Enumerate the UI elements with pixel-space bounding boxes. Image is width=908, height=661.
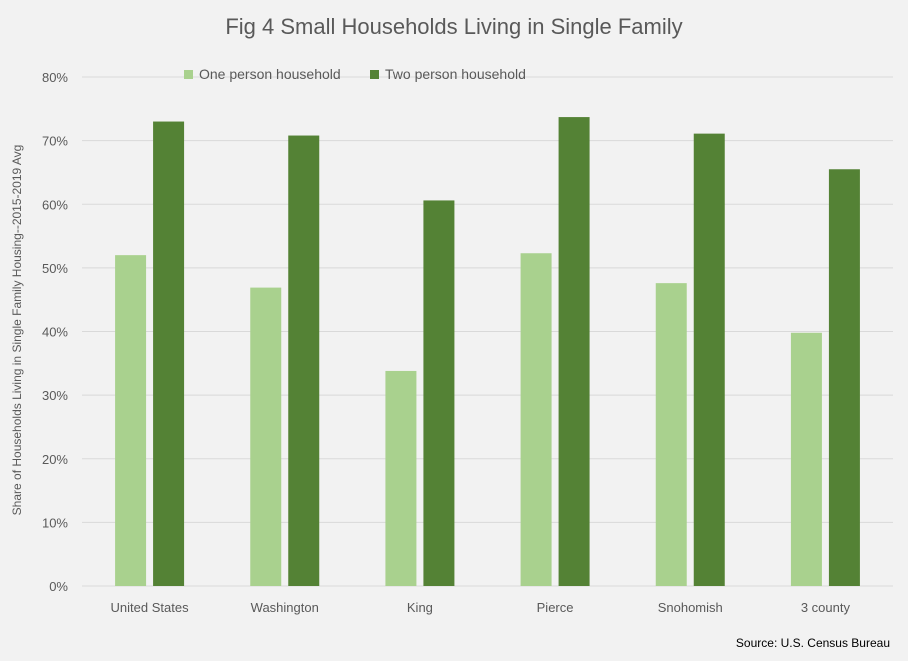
bar-one-person-household: [520, 253, 552, 586]
bar-two-person-household: [558, 117, 590, 587]
bar-one-person-household: [655, 283, 687, 586]
bar-two-person-household: [828, 169, 860, 586]
y-tick-label: 10%: [42, 515, 68, 530]
gridlines: [82, 76, 893, 587]
x-tick-label: Washington: [251, 600, 319, 615]
bar-two-person-household: [288, 135, 320, 586]
legend-label: Two person household: [385, 66, 526, 82]
y-tick-label: 30%: [42, 388, 68, 403]
y-tick-label: 60%: [42, 197, 68, 212]
source-note: Source: U.S. Census Bureau: [736, 636, 890, 650]
bar-series: [115, 117, 860, 587]
bar-one-person-household: [385, 370, 417, 586]
bar-one-person-household: [250, 287, 282, 586]
x-tick-label: King: [407, 600, 433, 615]
x-tick-label: Pierce: [537, 600, 574, 615]
bar-two-person-household: [423, 200, 455, 586]
bar-one-person-household: [115, 255, 147, 586]
y-tick-label: 70%: [42, 134, 68, 149]
legend-swatch: [184, 70, 193, 79]
y-tick-label: 80%: [42, 70, 68, 85]
bar-one-person-household: [790, 332, 822, 586]
legend-label: One person household: [199, 66, 341, 82]
x-tick-label: 3 county: [801, 600, 851, 615]
legend: One person household Two person household: [184, 66, 526, 82]
x-tick-label: Snohomish: [658, 600, 723, 615]
legend-swatch: [370, 70, 379, 79]
y-tick-label: 20%: [42, 452, 68, 467]
x-tick-labels: United States Washington King Pierce Snohomi…: [111, 600, 851, 615]
bar-two-person-household: [153, 121, 185, 586]
y-tick-label: 40%: [42, 325, 68, 340]
y-tick-label: 0%: [49, 579, 68, 594]
y-axis-label: Share of Households Living in Single Fam…: [10, 145, 24, 516]
chart-title: Fig 4 Small Households Living in Single …: [225, 14, 682, 39]
y-tick-labels: 0% 10% 20% 30% 40% 50% 60% 70% 80%: [42, 70, 68, 594]
x-tick-label: United States: [111, 600, 190, 615]
bar-two-person-household: [693, 133, 725, 586]
y-tick-label: 50%: [42, 261, 68, 276]
